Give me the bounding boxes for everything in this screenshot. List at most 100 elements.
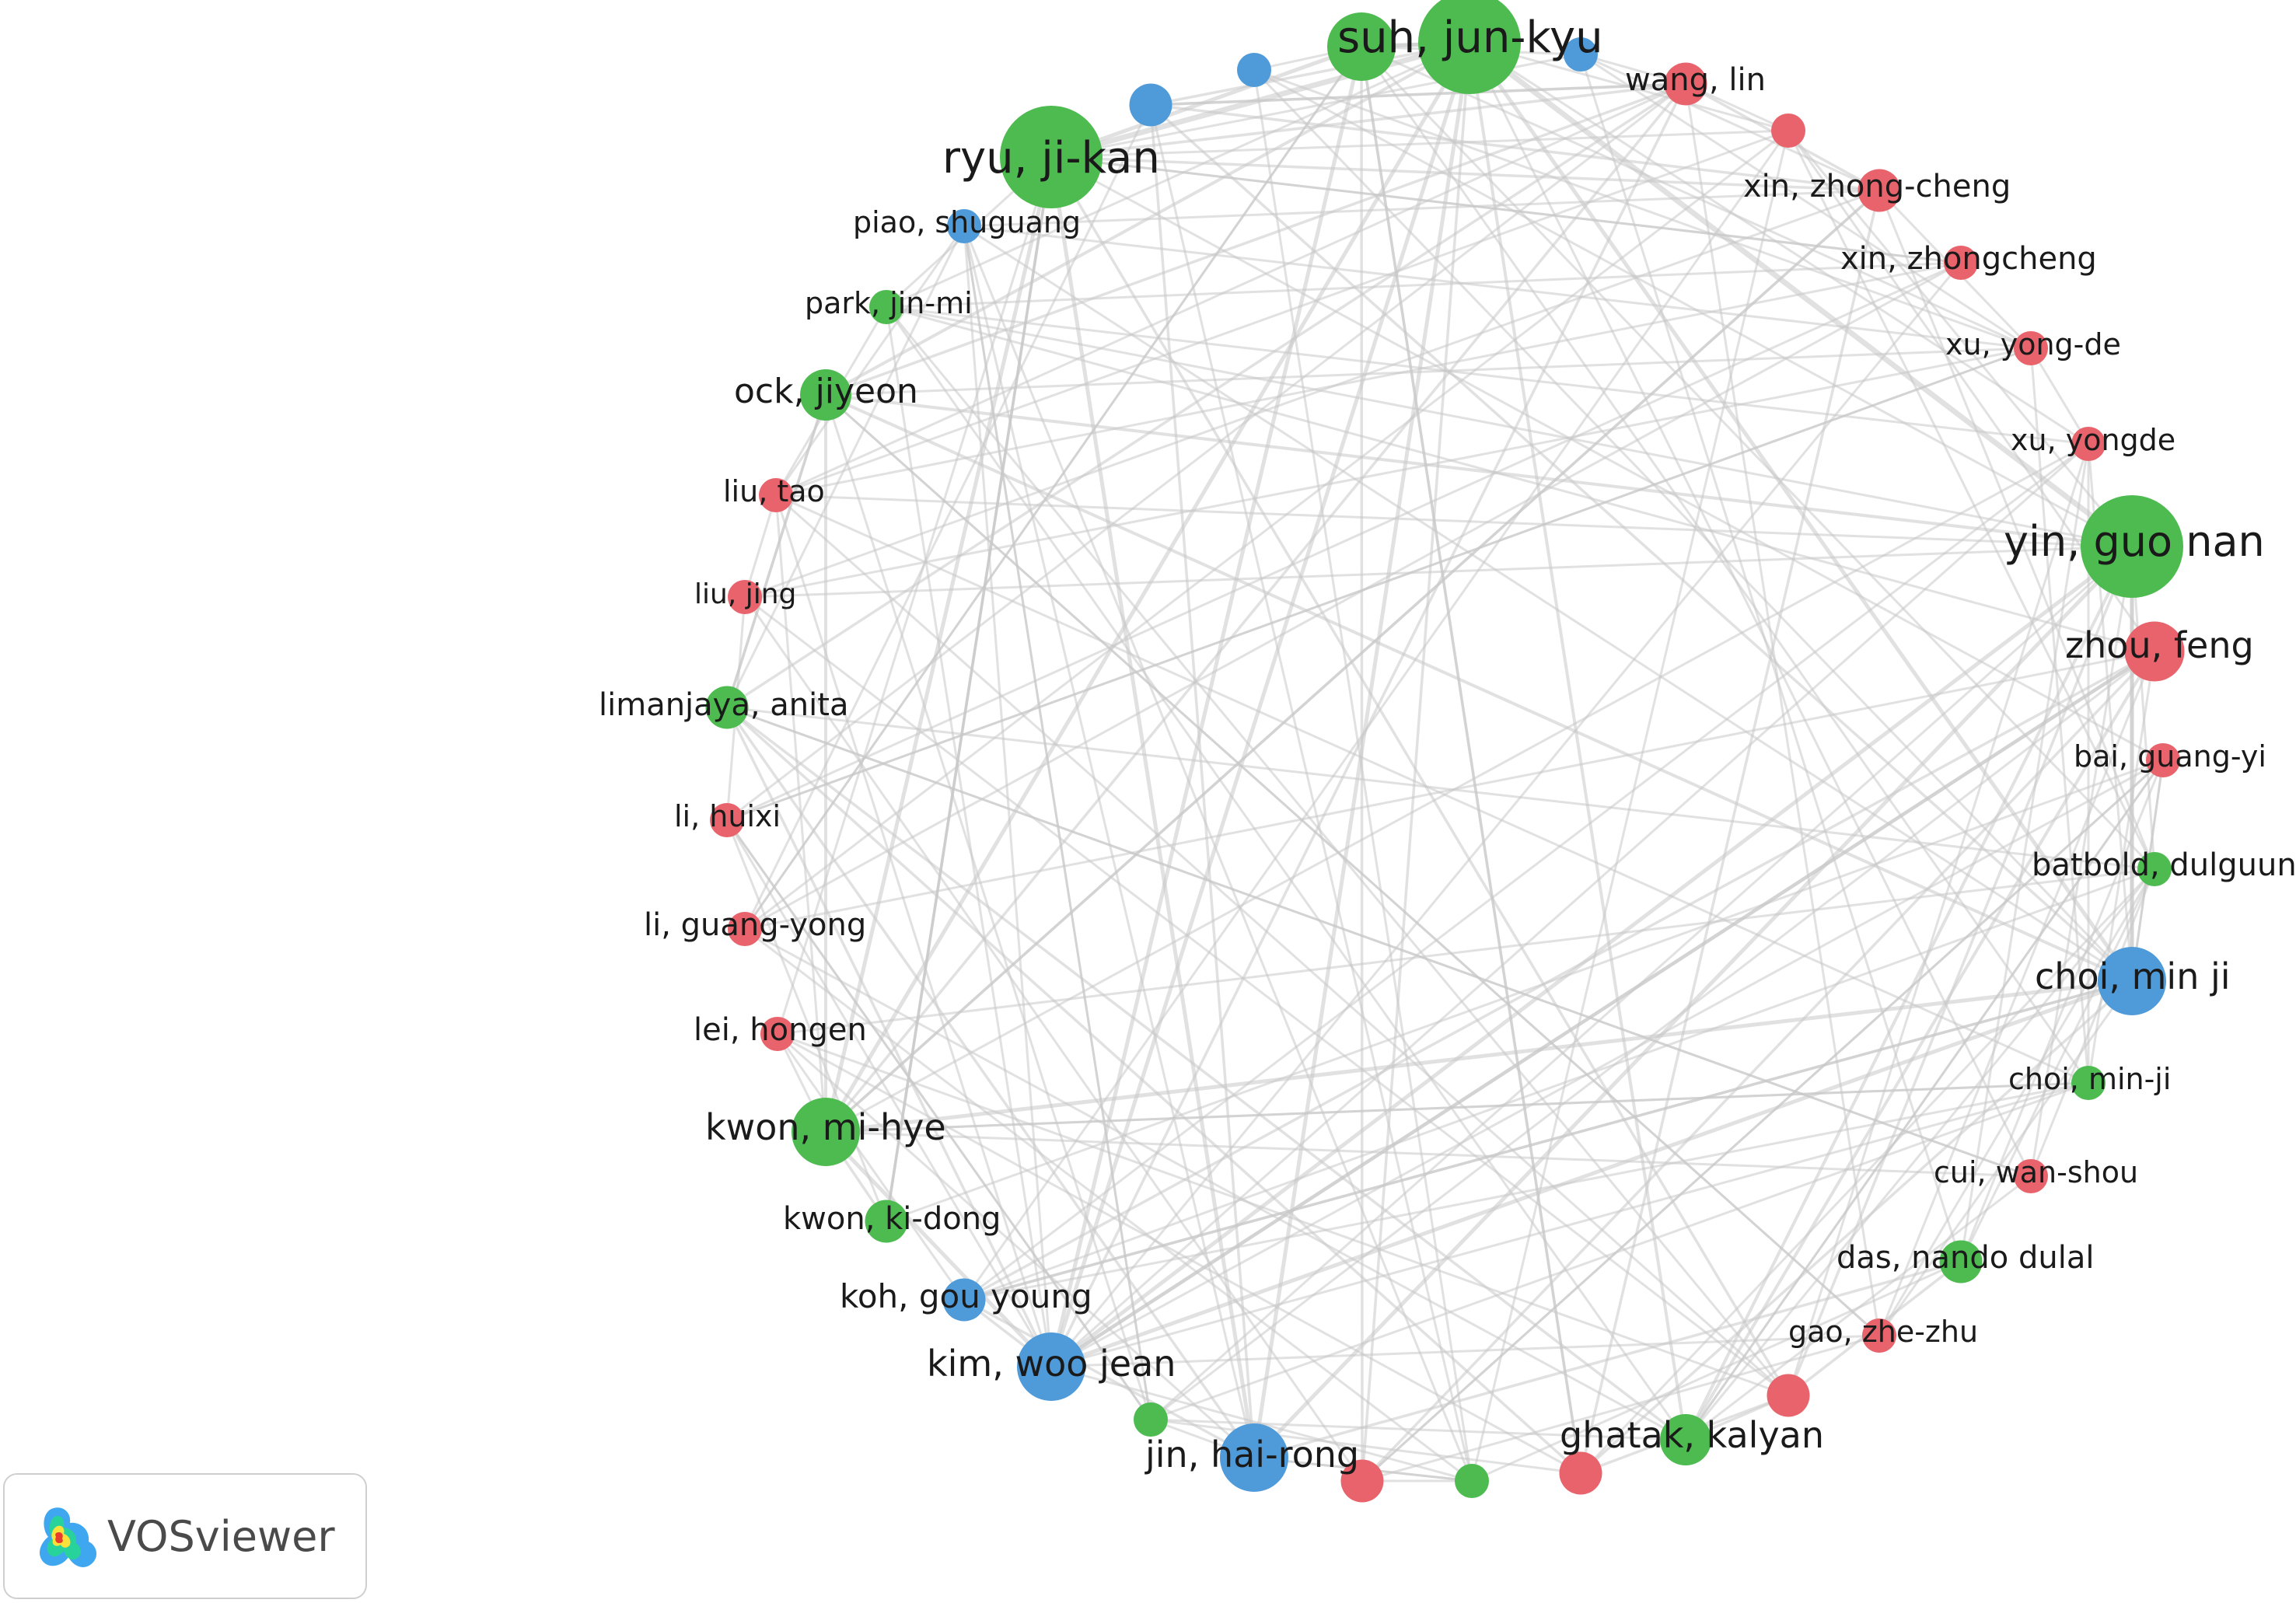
author-node[interactable] [1857,169,1901,212]
co-authorship-edge [725,706,1582,1475]
author-node[interactable] [2137,852,2172,886]
author-label: bai, guang-yi [2074,739,2266,774]
author-node[interactable] [2081,495,2183,598]
author-node[interactable] [705,686,749,729]
author-label: lei, hongen [694,1012,867,1048]
co-authorship-edge [1360,45,2156,871]
author-node[interactable] [759,478,793,512]
co-authorship-edge [743,104,1152,930]
author-node[interactable] [728,580,762,614]
co-authorship-edge [886,306,2155,653]
co-authorship-edge [825,1130,2032,1178]
author-node[interactable] [1220,1423,1288,1492]
co-authorship-edge [825,979,2133,1134]
co-authorship-edge [1253,68,2133,983]
co-authorship-edge [725,819,888,1222]
author-node[interactable] [1017,1332,1085,1401]
author-label: batbold, dulguun [2032,847,2296,883]
author-label: piao, shuguang [853,205,1081,239]
co-authorship-edge [1150,103,1880,192]
author-node[interactable] [2014,331,2048,365]
co-authorship-edge [1360,46,1582,1474]
co-authorship-edge [885,306,1687,1441]
co-authorship-edge [886,261,1962,309]
author-node[interactable] [2014,1159,2048,1193]
author-label: xin, zhongcheng [1840,241,2097,277]
author-label: suh, jun-kyu [1337,12,1603,63]
author-node[interactable] [1134,1402,1168,1437]
author-node[interactable] [792,1098,860,1166]
author-node[interactable] [1862,1318,1896,1353]
co-authorship-edge [1470,130,1790,1482]
co-authorship-edge [775,494,2089,1084]
author-node[interactable] [1237,53,1271,87]
author-node[interactable] [947,209,981,243]
co-authorship-edge [1787,443,2090,1396]
co-authorship-edge [963,442,2089,1301]
author-label: zhou, feng [2065,624,2254,666]
author-node[interactable] [1000,106,1103,208]
author-node[interactable] [1664,62,1707,106]
co-authorship-edge [726,82,1686,822]
co-authorship-edge [1049,42,1472,1367]
co-authorship-edge [1580,53,1880,192]
author-label: das, nando dulal [1836,1240,2094,1276]
author-label: xin, zhong-cheng [1743,169,2011,204]
co-authorship-edge [963,980,2133,1301]
co-authorship-edge [885,306,1053,1367]
author-node[interactable] [710,803,744,837]
co-authorship-edge [1685,1175,2032,1441]
co-authorship-edge [775,129,1789,497]
author-node[interactable] [1559,1451,1602,1495]
author-node[interactable] [1939,1240,1983,1283]
author-node[interactable] [800,369,851,421]
co-authorship-edge [1149,103,2133,983]
author-node[interactable] [728,912,762,946]
co-authorship-edge [886,306,2089,445]
author-node[interactable] [865,1200,908,1243]
author-node[interactable] [1767,1374,1810,1417]
co-authorship-edge [1959,443,2090,1262]
author-node[interactable] [2146,743,2180,777]
author-node[interactable] [2071,427,2106,461]
co-authorship-edge [825,393,2133,983]
author-node[interactable] [2098,947,2166,1015]
author-label: yin, guo nan [2004,517,2265,566]
author-node[interactable] [760,1017,795,1051]
co-authorship-edge [1361,759,2165,1483]
author-label: koh, gou young [840,1277,1092,1315]
author-node[interactable] [1129,83,1172,127]
co-authorship-edge [886,41,1470,309]
co-authorship-edge [743,46,1363,930]
author-node[interactable] [1771,114,1805,148]
co-authorship-edge [1050,262,1962,1367]
co-authorship-edge [1150,41,1470,107]
author-node[interactable] [1660,1414,1711,1465]
co-authorship-edge [775,261,1962,497]
author-node[interactable] [942,1278,986,1322]
author-label: kwon, mi-hye [705,1106,946,1148]
author-node[interactable] [1418,0,1521,94]
co-authorship-edge [1787,546,2133,1396]
co-authorship-edge [1253,1260,1962,1459]
co-authorship-edge [963,868,2155,1301]
co-authorship-edge [725,819,1152,1420]
co-authorship-edge [824,394,1152,1420]
co-authorship-edge [1049,46,1364,1367]
author-label: park, jin-mi [805,286,973,320]
author-node[interactable] [2071,1066,2106,1100]
co-authorship-edge [2029,868,2156,1177]
author-label: gao, zhe-zhu [1788,1315,1978,1349]
co-authorship-edge [963,225,1473,1482]
author-node[interactable] [1340,1459,1384,1503]
author-node[interactable] [1944,246,1978,280]
author-node[interactable] [869,290,903,324]
author-node[interactable] [1564,37,1598,72]
co-authorship-edge [1050,129,1789,159]
co-authorship-edge [1360,46,2090,1084]
author-node[interactable] [2124,621,2185,682]
author-node[interactable] [1327,12,1396,81]
author-label: jin, hai-rong [1145,1434,1359,1476]
author-node[interactable] [1455,1464,1489,1498]
